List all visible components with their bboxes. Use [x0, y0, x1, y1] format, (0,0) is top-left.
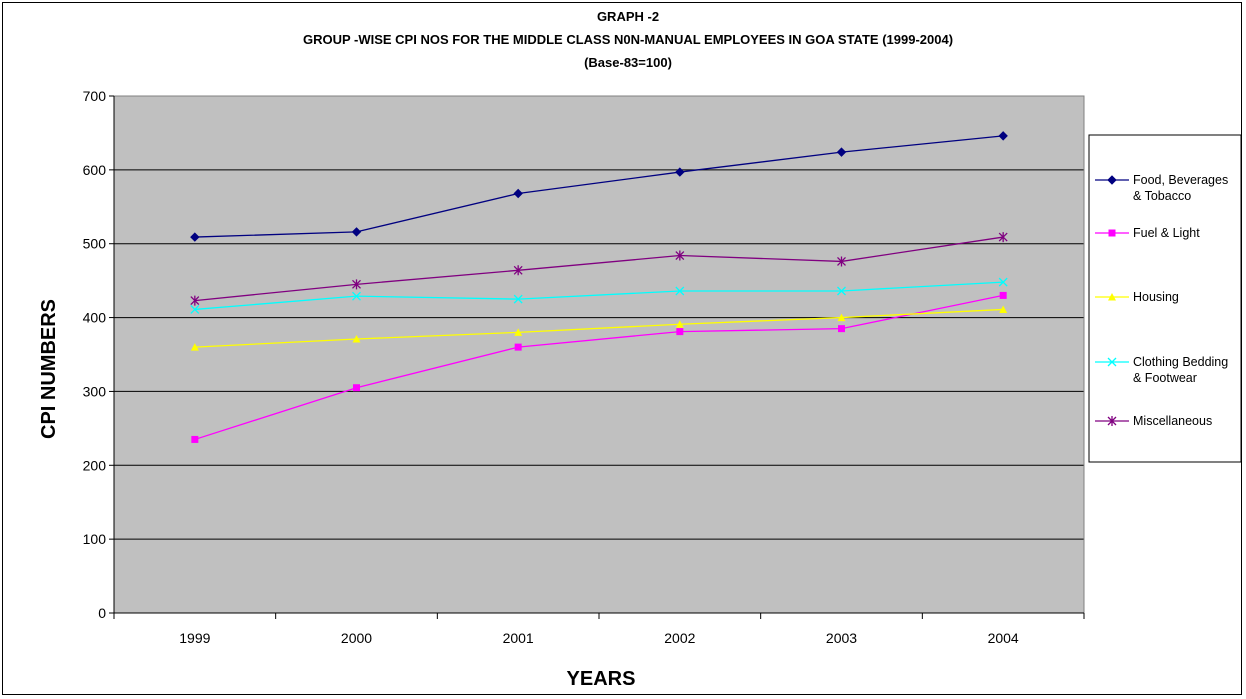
legend-label: Housing: [1133, 290, 1179, 304]
data-point: [837, 313, 846, 322]
data-point: [998, 277, 1008, 287]
legend-marker: [1107, 175, 1117, 185]
y-tick-label: 400: [83, 310, 107, 326]
chart-svg: GRAPH -2 GROUP -WISE CPI NOS FOR THE MID…: [38, 9, 1242, 690]
data-point: [837, 286, 846, 296]
legend-label: & Footwear: [1133, 371, 1197, 385]
data-point: [998, 232, 1008, 243]
series-1: [190, 131, 1008, 242]
data-point: [190, 343, 199, 351]
data-point: [675, 320, 684, 328]
series-5: [190, 232, 1008, 306]
data-point: [513, 294, 523, 304]
series-line: [194, 308, 1004, 348]
data-point: [998, 131, 1008, 141]
data-point: [999, 291, 1007, 299]
y-tick-label: 300: [83, 383, 107, 399]
series-3: [190, 305, 1008, 351]
y-tick-label: 100: [83, 531, 107, 547]
y-tick-label: 600: [83, 162, 107, 178]
y-axis-ticks: 0 100 200 300 400 500 600 700: [83, 88, 114, 621]
legend-marker: [1108, 229, 1116, 237]
chart-subtitle: GROUP -WISE CPI NOS FOR THE MIDDLE CLASS…: [303, 32, 953, 47]
x-axis-ticks: 1999 2000 2001 2002 2003 2004: [113, 613, 1085, 646]
legend-marker: [1107, 416, 1117, 426]
data-point: [352, 291, 361, 301]
legend-label: & Tobacco: [1133, 189, 1191, 203]
data-point: [837, 256, 846, 267]
data-point: [352, 334, 361, 343]
y-tick-label: 0: [98, 605, 106, 621]
data-point: [836, 147, 847, 157]
data-point: [351, 227, 362, 237]
series-2: [191, 291, 1007, 443]
data-point: [675, 286, 685, 296]
data-point: [513, 188, 523, 199]
chart-title: GRAPH -2: [597, 9, 659, 24]
x-tick-label: 2003: [826, 630, 857, 646]
data-point: [999, 305, 1008, 313]
x-tick-label: 2002: [664, 630, 695, 646]
legend-label: Miscellaneous: [1133, 414, 1212, 428]
legend-label: Clothing Bedding: [1133, 355, 1228, 369]
plot-background: [114, 96, 1084, 613]
legend-marker: [1107, 357, 1117, 367]
series-4: [190, 277, 1008, 314]
data-point: [513, 265, 523, 276]
legend-marker: [1108, 293, 1116, 301]
legend-item: Miscellaneous: [1095, 414, 1212, 428]
chart-base-note: (Base-83=100): [584, 55, 672, 70]
x-tick-label: 2004: [988, 630, 1019, 646]
y-tick-label: 500: [83, 236, 107, 252]
legend-label: Food, Beverages: [1133, 173, 1228, 187]
series-line: [194, 294, 1004, 441]
data-point: [353, 384, 360, 392]
data-point: [352, 279, 361, 290]
x-tick-label: 1999: [179, 630, 210, 646]
series-line: [194, 281, 1004, 311]
legend-item: Fuel & Light: [1095, 226, 1200, 240]
data-point: [191, 435, 199, 443]
y-tick-label: 200: [83, 457, 107, 473]
data-point: [514, 328, 523, 336]
series-line: [194, 135, 1004, 238]
data-point: [676, 328, 684, 336]
legend-item: Clothing Bedding & Footwear: [1095, 355, 1228, 385]
legend-label: Fuel & Light: [1133, 226, 1200, 240]
x-tick-label: 2000: [341, 630, 372, 646]
y-axis-title: CPI NUMBERS: [38, 299, 60, 439]
legend-item: Housing: [1095, 290, 1179, 304]
series-layer: [190, 131, 1008, 443]
data-point: [190, 304, 200, 314]
data-point: [190, 232, 200, 242]
data-point: [675, 167, 685, 177]
data-point: [190, 295, 200, 306]
plot-area: [113, 95, 1085, 614]
data-point: [838, 325, 845, 333]
data-point: [514, 343, 522, 351]
data-point: [675, 250, 685, 261]
x-axis-title: YEARS: [567, 668, 636, 690]
y-tick-label: 700: [83, 88, 107, 104]
legend-item: Food, Beverages & Tobacco: [1095, 173, 1228, 203]
legend: Food, Beverages & Tobacco Fuel & Light Hous…: [1095, 173, 1228, 428]
series-line: [194, 236, 1004, 302]
x-tick-label: 2001: [503, 630, 534, 646]
